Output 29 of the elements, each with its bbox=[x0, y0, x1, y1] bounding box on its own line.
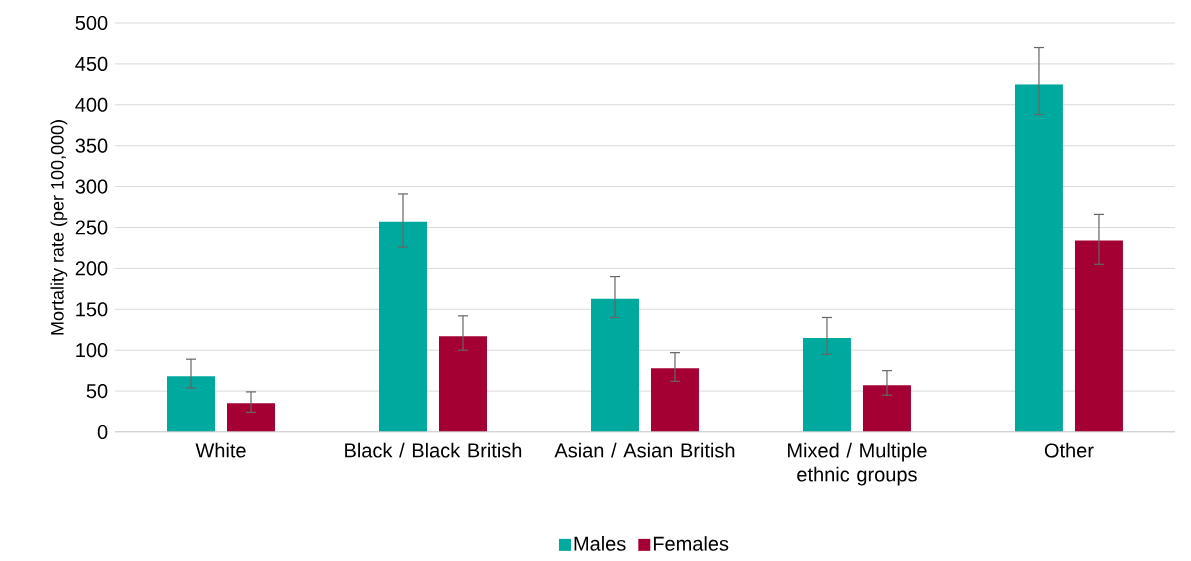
y-tick-label: 200 bbox=[75, 261, 108, 276]
y-tick-label: 0 bbox=[97, 424, 108, 440]
bar bbox=[862, 385, 911, 432]
y-tick-label: 50 bbox=[86, 384, 108, 399]
bar bbox=[1074, 240, 1123, 432]
legend-label: Females bbox=[653, 536, 729, 551]
bar bbox=[378, 221, 427, 432]
y-tick-label: 350 bbox=[75, 138, 108, 153]
bar bbox=[650, 368, 699, 432]
y-tick-label: 250 bbox=[75, 220, 108, 235]
y-tick-label: 300 bbox=[75, 179, 108, 194]
y-tick-label: 400 bbox=[75, 97, 108, 112]
bar bbox=[590, 298, 639, 432]
x-tick-label: Asian / Asian British bbox=[554, 442, 735, 458]
x-tick-label: Black / Black British bbox=[345, 442, 522, 458]
y-tick-label: 500 bbox=[75, 15, 108, 31]
bar bbox=[1014, 84, 1063, 432]
x-tick-label: Other bbox=[1044, 442, 1094, 458]
y-tick-label: 150 bbox=[76, 302, 108, 317]
y-tick-label: 100 bbox=[76, 343, 108, 358]
bar bbox=[227, 403, 275, 432]
legend-label: Males bbox=[574, 536, 626, 551]
y-axis-title: Mortality rate (per 100,000) bbox=[50, 120, 68, 335]
bar bbox=[802, 337, 851, 432]
bar bbox=[167, 376, 216, 432]
x-tick-label: White bbox=[195, 442, 246, 458]
y-tick-label: 450 bbox=[75, 56, 108, 71]
bar bbox=[439, 336, 487, 432]
x-tick-label: Mixed / Multiple ethnic groups bbox=[788, 442, 927, 486]
